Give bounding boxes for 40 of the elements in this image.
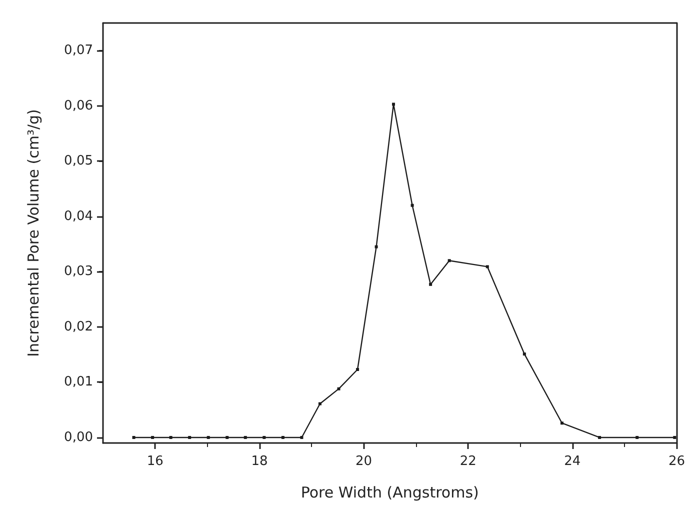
point <box>356 368 360 371</box>
y-tick-label: 0,03 <box>64 264 93 280</box>
y-tick-label: 0,06 <box>64 98 93 114</box>
x-tick-label: 26 <box>668 454 685 469</box>
point <box>673 436 676 439</box>
point <box>244 436 247 439</box>
point <box>448 259 451 262</box>
point <box>337 387 340 390</box>
point <box>486 265 489 268</box>
point <box>560 422 564 425</box>
point <box>429 282 432 286</box>
point <box>598 436 602 439</box>
point <box>374 245 378 248</box>
point <box>132 436 136 439</box>
point <box>392 102 396 106</box>
x-axis-title: Pore Width (Angstroms) <box>300 484 479 502</box>
x-tick-label: 24 <box>564 454 581 469</box>
y-tick-label: 0,07 <box>64 43 93 58</box>
point <box>522 352 526 356</box>
point <box>206 436 210 439</box>
x-tick-label: 22 <box>460 454 476 469</box>
y-axis-title: Incremental Pore Volume (cm³/g) <box>24 109 42 357</box>
point <box>188 436 192 439</box>
x-tick-label: 16 <box>146 454 164 469</box>
point <box>169 436 172 439</box>
x-tick-label: 18 <box>251 454 268 469</box>
point <box>226 436 229 439</box>
y-tick-label: 0,02 <box>64 319 93 334</box>
point <box>636 436 639 439</box>
y-tick-label: 0,04 <box>64 208 93 224</box>
y-tick-label: 0,05 <box>64 154 93 169</box>
y-tick-label: 0,01 <box>64 374 93 390</box>
point <box>151 436 154 439</box>
point <box>281 436 284 439</box>
point <box>410 204 414 207</box>
y-tick-label: 0,00 <box>64 430 93 445</box>
x-tick-label: 20 <box>356 454 372 469</box>
point <box>262 436 266 439</box>
point <box>318 402 322 406</box>
point <box>300 436 304 439</box>
